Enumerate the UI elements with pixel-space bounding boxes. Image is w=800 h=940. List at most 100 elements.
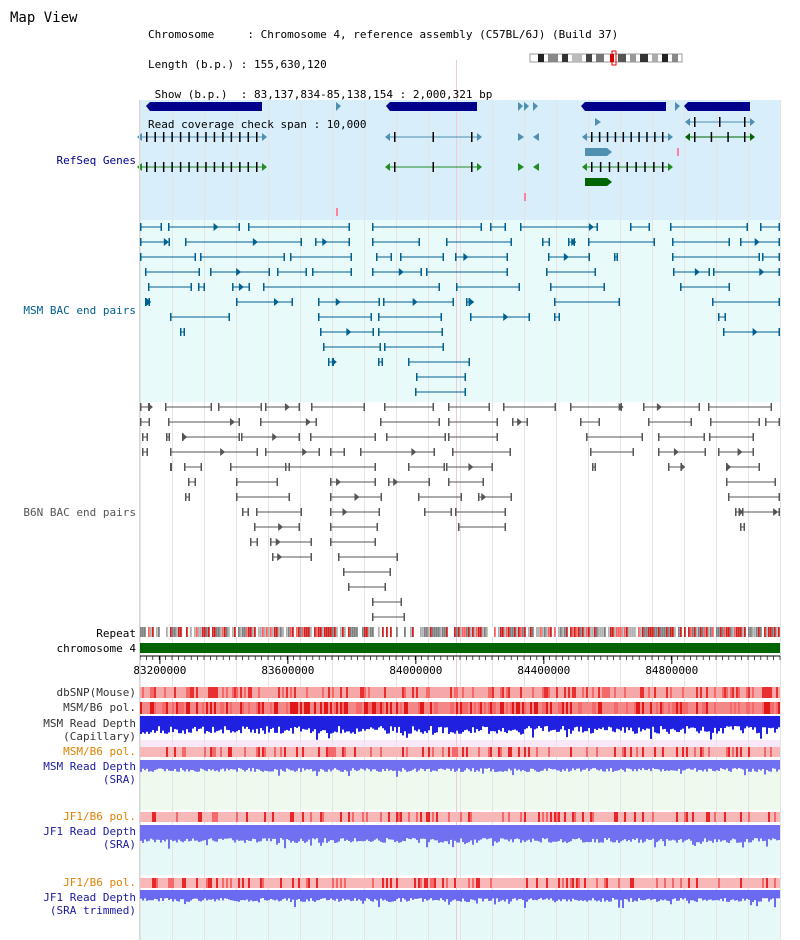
msm-sra-depth-bar (444, 760, 446, 770)
jf1-b6-pol2-strip-cell (298, 878, 300, 888)
jf1-sra-depth-bar (284, 825, 286, 849)
jf1-sra-depth-bar (204, 825, 206, 841)
jf1-b6-pol2-strip-cell (156, 878, 158, 888)
jf1-sra-depth-bar (656, 825, 658, 843)
msm-capillary-depth-bar (328, 716, 330, 739)
repeat-element (660, 627, 662, 637)
repeat-element (704, 627, 706, 637)
jf1-trimmed-depth-bar (454, 890, 456, 900)
repeat-element (576, 627, 578, 637)
msm-capillary-depth-bar (174, 716, 176, 730)
b6n-bac-end (374, 433, 376, 441)
jf1-trimmed-depth-bar (642, 890, 644, 901)
repeat-element (724, 627, 726, 637)
track-label-jf1-read-depth-sra: JF1 Read Depth (43, 825, 136, 838)
msm-capillary-depth-bar (634, 716, 636, 734)
msm-sra-depth-bar (224, 760, 226, 772)
msm-b6-pol-strip-cell (178, 702, 180, 714)
b6n-bac-end (554, 403, 556, 411)
dbsnp-strip-cell (208, 687, 210, 698)
track-label-b6n-bac[interactable]: B6N BAC end pairs (23, 506, 136, 519)
jf1-trimmed-depth-bar (374, 890, 376, 900)
msm-capillary-depth-bar (192, 716, 194, 729)
msm-bac-end (383, 298, 385, 306)
repeat-element (500, 627, 502, 637)
jf1-b6-pol-strip-cell (246, 812, 248, 822)
repeat-element (190, 627, 192, 637)
b6n-bac-end (735, 508, 737, 516)
msm-b6-pol2-strip-cell (422, 747, 424, 757)
msm-capillary-depth-bar (340, 716, 342, 734)
msm-sra-depth-bar (740, 760, 742, 769)
msm-capillary-depth-bar (618, 716, 620, 730)
msm-capillary-depth-bar (244, 716, 246, 729)
b6n-bac-end (580, 418, 582, 426)
b6n-bac-arrow (354, 493, 360, 501)
msm-sra-depth-bar (384, 760, 386, 772)
jf1-trimmed-depth-bar (720, 890, 722, 899)
track-label-msm-bac[interactable]: MSM BAC end pairs (23, 304, 136, 317)
dbsnp-strip-cell (472, 687, 474, 698)
msm-capillary-depth-bar (556, 716, 558, 732)
msm-sra-depth-bar (170, 760, 172, 771)
jf1-sra-depth-bar (346, 825, 348, 840)
jf1-trimmed-depth-bar (632, 890, 634, 902)
jf1-trimmed-depth-bar (694, 890, 696, 902)
msm-sra-depth-bar (168, 760, 170, 771)
jf1-sra-depth-bar (372, 825, 374, 842)
jf1-trimmed-depth-bar (246, 890, 248, 900)
msm-sra-depth-bar (732, 760, 734, 769)
jf1-b6-pol-strip-cell (768, 812, 770, 822)
jf1-trimmed-depth-bar (368, 890, 370, 900)
repeat-element (242, 627, 244, 637)
msm-b6-pol-strip-cell (386, 702, 388, 714)
msm-sra-depth-bar (234, 760, 236, 770)
track-label-refseq[interactable]: RefSeq Genes (56, 154, 136, 167)
msm-sra-depth-bar (668, 760, 670, 771)
jf1-b6-pol-strip-cell (264, 812, 266, 822)
msm-sra-depth-bar (368, 760, 370, 770)
jf1-sra-depth-bar (292, 825, 294, 842)
jf1-trimmed-depth-bar (416, 890, 418, 899)
repeat-element (646, 627, 648, 637)
repeat-element (390, 627, 392, 637)
refseq-exon (179, 162, 182, 172)
jf1-b6-pol2-strip-cell (696, 878, 698, 888)
msm-capillary-depth-bar (630, 716, 632, 728)
b6n-bac-end (433, 448, 435, 456)
jf1-sra-depth-bar (740, 825, 742, 843)
repeat-element (630, 627, 632, 637)
b6n-bac-arrow (726, 463, 732, 471)
jf1-trimmed-depth-bar (708, 890, 710, 900)
msm-sra-depth-bar (218, 760, 220, 772)
b6n-bac-end (310, 433, 312, 441)
msm-sra-depth-bar (654, 760, 656, 770)
track-label-repeat: Repeat (96, 627, 136, 640)
msm-capillary-depth-bar (196, 716, 198, 732)
dbsnp-strip-cell (736, 687, 738, 698)
msm-b6-pol-strip-cell (286, 702, 288, 714)
msm-sra-depth-bar (748, 760, 750, 772)
b6n-bac-end (408, 463, 410, 471)
b6n-bac-end (236, 493, 238, 501)
jf1-trimmed-depth-bar (488, 890, 490, 901)
msm-b6-pol-strip-cell (258, 702, 260, 714)
dbsnp-strip-cell (614, 687, 616, 698)
jf1-sra-depth-bar (322, 825, 324, 843)
jf1-trimmed-depth-bar (582, 890, 584, 902)
msm-b6-pol-strip-cell (668, 702, 670, 714)
refseq-exon (653, 162, 655, 172)
b6n-bac-arrow (336, 478, 342, 486)
msm-capillary-depth-bar (408, 716, 410, 734)
msm-sra-depth-bar (310, 760, 312, 769)
msm-b6-pol2-strip-cell (402, 747, 404, 757)
msm-b6-pol-strip-cell (222, 702, 224, 714)
msm-bac-end (528, 313, 530, 321)
msm-bac-end (616, 253, 618, 261)
msm-b6-pol-strip-cell (764, 702, 766, 714)
msm-capillary-depth-bar (314, 716, 316, 730)
jf1-b6-pol-strip-cell (616, 812, 618, 822)
jf1-trimmed-depth-bar (408, 890, 410, 901)
msm-b6-pol2-strip-cell (686, 747, 688, 757)
